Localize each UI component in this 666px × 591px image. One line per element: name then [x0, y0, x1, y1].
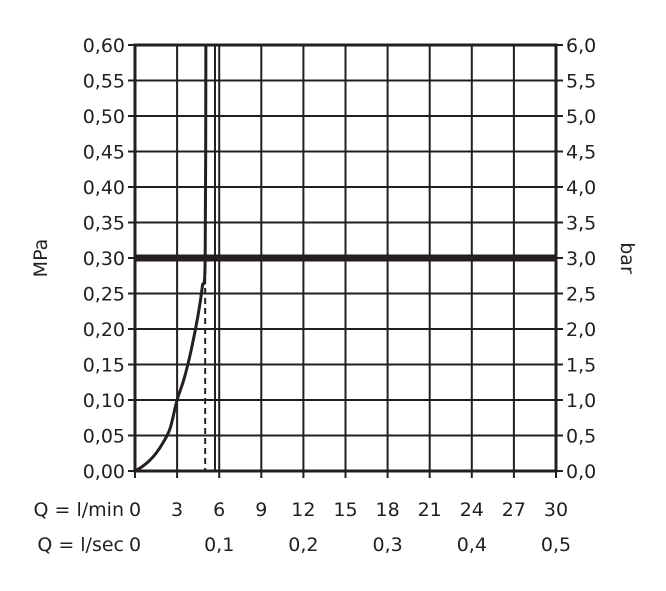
x-lsec-tick-label: 0,2 — [288, 534, 318, 556]
x-lmin-axis-label: Q = l/min — [34, 499, 124, 521]
y-left-tick-label: 0,45 — [83, 142, 125, 164]
x-lmin-tick-label: 30 — [544, 499, 568, 521]
x-lsec-tick-label: 0,5 — [541, 534, 571, 556]
y-right-tick-label: 5,0 — [566, 106, 596, 128]
y-left-tick-label: 0,10 — [83, 390, 125, 412]
x-lmin-tick-label: 27 — [502, 499, 526, 521]
x-lsec-tick-label: 0,1 — [204, 534, 234, 556]
y-left-tick-label: 0,15 — [83, 355, 125, 377]
y-right-tick-label: 3,5 — [566, 213, 596, 235]
y-right-tick-label: 1,5 — [566, 355, 596, 377]
x-lsec-tick-label: 0 — [129, 534, 141, 556]
y-right-tick-label: 5,5 — [566, 71, 596, 93]
y-left-tick-label: 0,60 — [83, 35, 125, 57]
flow-curve — [134, 44, 208, 473]
y-right-tick-label: 4,0 — [566, 177, 596, 199]
x-lsec-tick-label: 0,4 — [457, 534, 487, 556]
y-right-tick-label: 0,5 — [566, 426, 596, 448]
x-lmin-tick-label: 3 — [171, 499, 183, 521]
y-right-axis-title: bar — [616, 242, 638, 274]
x-lmin-tick-label: 9 — [255, 499, 267, 521]
y-left-tick-label: 0,00 — [83, 461, 125, 483]
y-left-tick-label: 0,35 — [83, 213, 125, 235]
y-left-tick-label: 0,20 — [83, 319, 125, 341]
y-left-tick-label: 0,50 — [83, 106, 125, 128]
y-right-tick-label: 2,0 — [566, 319, 596, 341]
x-lmin-tick-label: 0 — [129, 499, 141, 521]
y-left-tick-label: 0,30 — [83, 248, 125, 270]
y-right-tick-label: 3,0 — [566, 248, 596, 270]
x-lmin-tick-label: 18 — [376, 499, 400, 521]
y-right-tick-label: 2,5 — [566, 284, 596, 306]
y-right-tick-label: 4,5 — [566, 142, 596, 164]
y-right-tick-label: 1,0 — [566, 390, 596, 412]
y-right-tick-label: 6,0 — [566, 35, 596, 57]
x-lmin-tick-label: 24 — [460, 499, 484, 521]
y-left-tick-label: 0,40 — [83, 177, 125, 199]
x-lsec-axis-label: Q = l/sec — [37, 534, 124, 556]
x-lmin-tick-label: 15 — [333, 499, 357, 521]
x-lmin-tick-label: 6 — [213, 499, 225, 521]
x-lmin-tick-label: 21 — [418, 499, 442, 521]
y-left-tick-label: 0,55 — [83, 71, 125, 93]
x-lmin-tick-label: 12 — [291, 499, 315, 521]
y-left-axis-title: MPa — [30, 239, 52, 278]
y-left-tick-label: 0,25 — [83, 284, 125, 306]
x-lsec-tick-label: 0,3 — [372, 534, 402, 556]
y-right-tick-label: 0,0 — [566, 461, 596, 483]
y-left-tick-label: 0,05 — [83, 426, 125, 448]
